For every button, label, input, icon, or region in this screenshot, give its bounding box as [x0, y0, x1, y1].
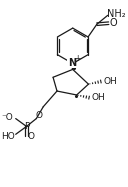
Text: N: N — [68, 58, 76, 68]
Text: O: O — [28, 132, 35, 141]
Polygon shape — [71, 64, 74, 69]
Text: OH: OH — [103, 77, 117, 86]
Text: O: O — [110, 18, 117, 28]
Text: P: P — [24, 122, 29, 131]
Text: OH: OH — [91, 94, 105, 102]
Text: O: O — [36, 111, 43, 120]
Text: HO: HO — [1, 132, 15, 141]
Text: +: + — [74, 54, 81, 63]
Text: NH₂: NH₂ — [107, 9, 126, 19]
Text: ⁻O: ⁻O — [1, 113, 13, 122]
